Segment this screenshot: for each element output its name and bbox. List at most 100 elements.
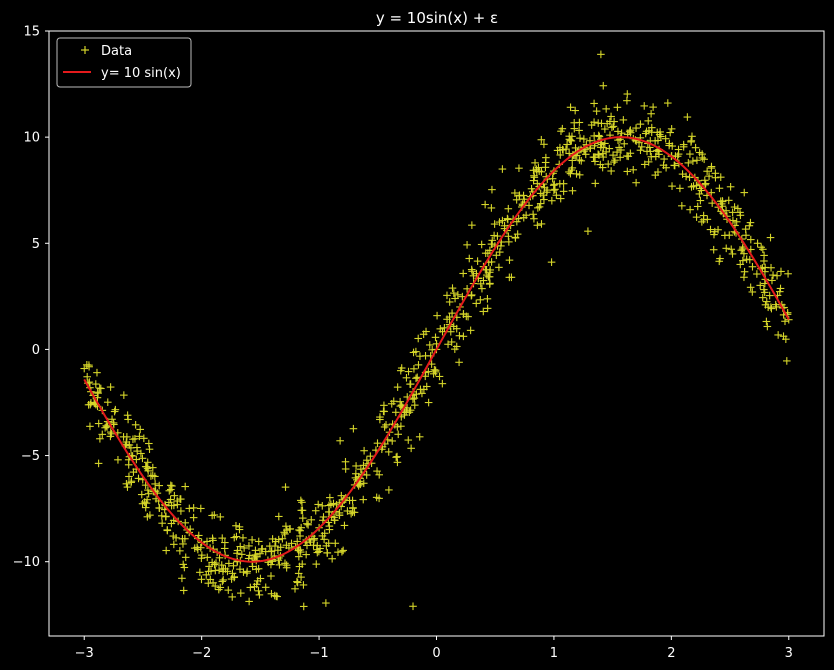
data-point xyxy=(568,186,577,195)
data-point xyxy=(125,472,133,481)
data-point xyxy=(375,470,384,479)
data-point xyxy=(783,357,791,365)
data-point xyxy=(106,432,115,441)
data-point xyxy=(114,456,122,464)
legend: Data y= 10 sin(x) xyxy=(56,37,192,88)
data-point xyxy=(170,491,179,500)
data-point xyxy=(740,267,749,276)
data-point xyxy=(254,537,263,546)
data-point xyxy=(746,235,755,244)
data-point xyxy=(373,439,382,447)
data-point xyxy=(151,480,159,488)
data-point xyxy=(197,554,206,563)
data-point xyxy=(384,448,393,456)
data-point xyxy=(80,364,89,373)
data-point xyxy=(155,504,164,512)
data-point xyxy=(624,152,633,161)
data-point xyxy=(142,499,151,507)
data-point xyxy=(748,262,757,271)
data-point xyxy=(273,592,281,601)
data-point xyxy=(766,233,775,242)
data-point xyxy=(623,96,631,105)
data-point xyxy=(514,214,523,223)
data-point xyxy=(302,550,310,559)
data-point xyxy=(219,567,227,576)
data-point xyxy=(93,368,101,377)
data-point xyxy=(692,213,701,221)
data-point xyxy=(540,195,548,204)
data-point xyxy=(106,383,115,391)
y-tick-label: 0 xyxy=(32,343,40,358)
legend-box xyxy=(56,37,192,88)
data-point xyxy=(689,157,697,165)
data-point xyxy=(328,554,336,563)
data-point xyxy=(425,341,434,349)
data-point xyxy=(617,146,625,154)
data-point xyxy=(185,504,194,513)
data-point xyxy=(410,394,419,402)
data-point xyxy=(240,544,248,552)
data-point xyxy=(513,230,522,238)
data-point xyxy=(132,455,141,464)
data-point xyxy=(217,561,226,569)
data-point xyxy=(438,379,447,388)
data-point xyxy=(724,196,733,205)
x-tick-label: −2 xyxy=(192,646,211,661)
data-point xyxy=(711,169,720,178)
data-point xyxy=(547,258,556,266)
data-point xyxy=(102,422,111,430)
data-point xyxy=(519,191,528,200)
data-point xyxy=(320,529,329,538)
data-point xyxy=(266,542,274,550)
data-point xyxy=(762,317,771,326)
data-point xyxy=(625,127,634,136)
data-point xyxy=(486,279,494,288)
data-point xyxy=(169,532,178,540)
data-point xyxy=(208,511,216,520)
data-point xyxy=(715,184,724,193)
legend-label-data: Data xyxy=(101,44,132,59)
data-point xyxy=(252,565,261,574)
data-point xyxy=(465,254,474,263)
data-point xyxy=(314,500,322,509)
data-point xyxy=(402,374,411,382)
data-point xyxy=(617,129,626,137)
data-point xyxy=(725,231,734,239)
data-point xyxy=(236,542,245,551)
data-point xyxy=(674,150,683,158)
data-point xyxy=(307,516,316,524)
data-point xyxy=(382,421,390,429)
data-point xyxy=(208,534,217,543)
data-point xyxy=(312,560,321,568)
data-point xyxy=(140,434,148,443)
data-point xyxy=(194,531,203,540)
data-point xyxy=(741,225,750,233)
data-point xyxy=(691,143,700,152)
data-point xyxy=(418,389,426,398)
data-point xyxy=(484,273,493,281)
data-point xyxy=(767,304,776,313)
data-point xyxy=(407,444,415,453)
data-point xyxy=(781,317,789,326)
data-point xyxy=(742,255,751,264)
data-point xyxy=(562,145,570,153)
data-point xyxy=(359,495,368,504)
data-point xyxy=(341,457,350,466)
data-point xyxy=(529,210,537,219)
data-point xyxy=(657,132,665,141)
data-point xyxy=(575,126,583,135)
data-point xyxy=(176,547,184,555)
data-point xyxy=(163,526,172,534)
data-point xyxy=(495,248,504,256)
data-point xyxy=(698,154,707,162)
data-point xyxy=(740,188,749,197)
data-point xyxy=(679,140,688,149)
data-point xyxy=(135,432,144,441)
data-point xyxy=(324,539,333,548)
data-point xyxy=(414,334,423,343)
data-point xyxy=(238,550,246,559)
data-point xyxy=(293,578,302,587)
data-point xyxy=(504,215,512,224)
data-point xyxy=(297,523,305,532)
